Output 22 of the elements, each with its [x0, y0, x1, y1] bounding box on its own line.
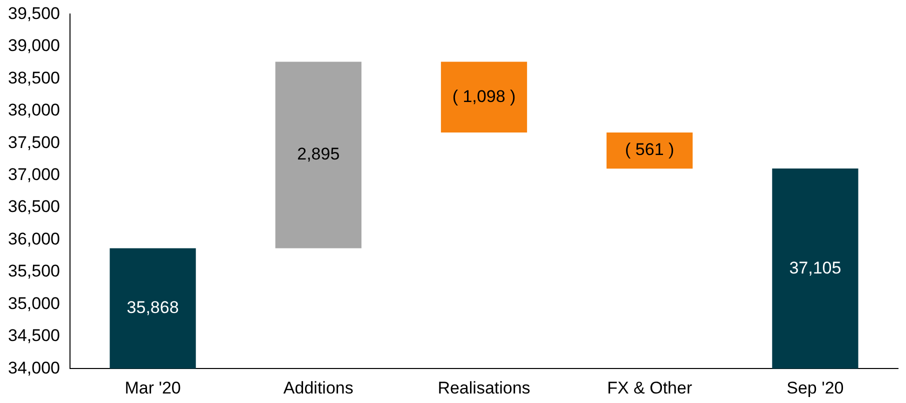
y-tick-label: 35,500 — [8, 262, 60, 281]
x-tick-label: Mar '20 — [124, 378, 181, 398]
y-tick-label: 34,000 — [8, 358, 60, 378]
y-tick-label: 39,000 — [8, 36, 60, 56]
data-label: 37,105 — [789, 258, 842, 278]
y-tick-label: 37,000 — [8, 164, 60, 184]
y-tick-label: 38,000 — [8, 100, 60, 120]
y-tick-label: 34,500 — [8, 326, 60, 346]
data-label: ( 561 ) — [625, 140, 674, 160]
x-tick-label: Realisations — [438, 378, 530, 398]
y-tick-label: 36,000 — [8, 229, 60, 248]
data-label: 2,895 — [297, 144, 340, 164]
y-tick-label: 35,000 — [8, 294, 60, 313]
y-tick-label: 37,500 — [8, 132, 60, 152]
x-tick-label: Sep '20 — [786, 378, 844, 398]
x-tick-label: Additions — [283, 378, 354, 398]
data-label: ( 1,098 ) — [452, 86, 516, 106]
y-tick-label: 38,500 — [8, 68, 60, 88]
y-tick-label: 39,500 — [8, 4, 60, 23]
data-label: 35,868 — [126, 298, 179, 318]
y-tick-label: 36,500 — [8, 197, 60, 216]
x-tick-label: FX & Other — [607, 378, 692, 398]
